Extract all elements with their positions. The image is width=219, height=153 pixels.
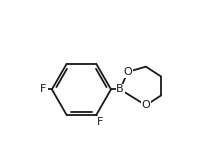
Text: B: B xyxy=(116,84,124,94)
Text: F: F xyxy=(40,84,47,94)
Text: F: F xyxy=(97,117,104,127)
Text: O: O xyxy=(123,67,132,77)
Text: O: O xyxy=(141,100,150,110)
